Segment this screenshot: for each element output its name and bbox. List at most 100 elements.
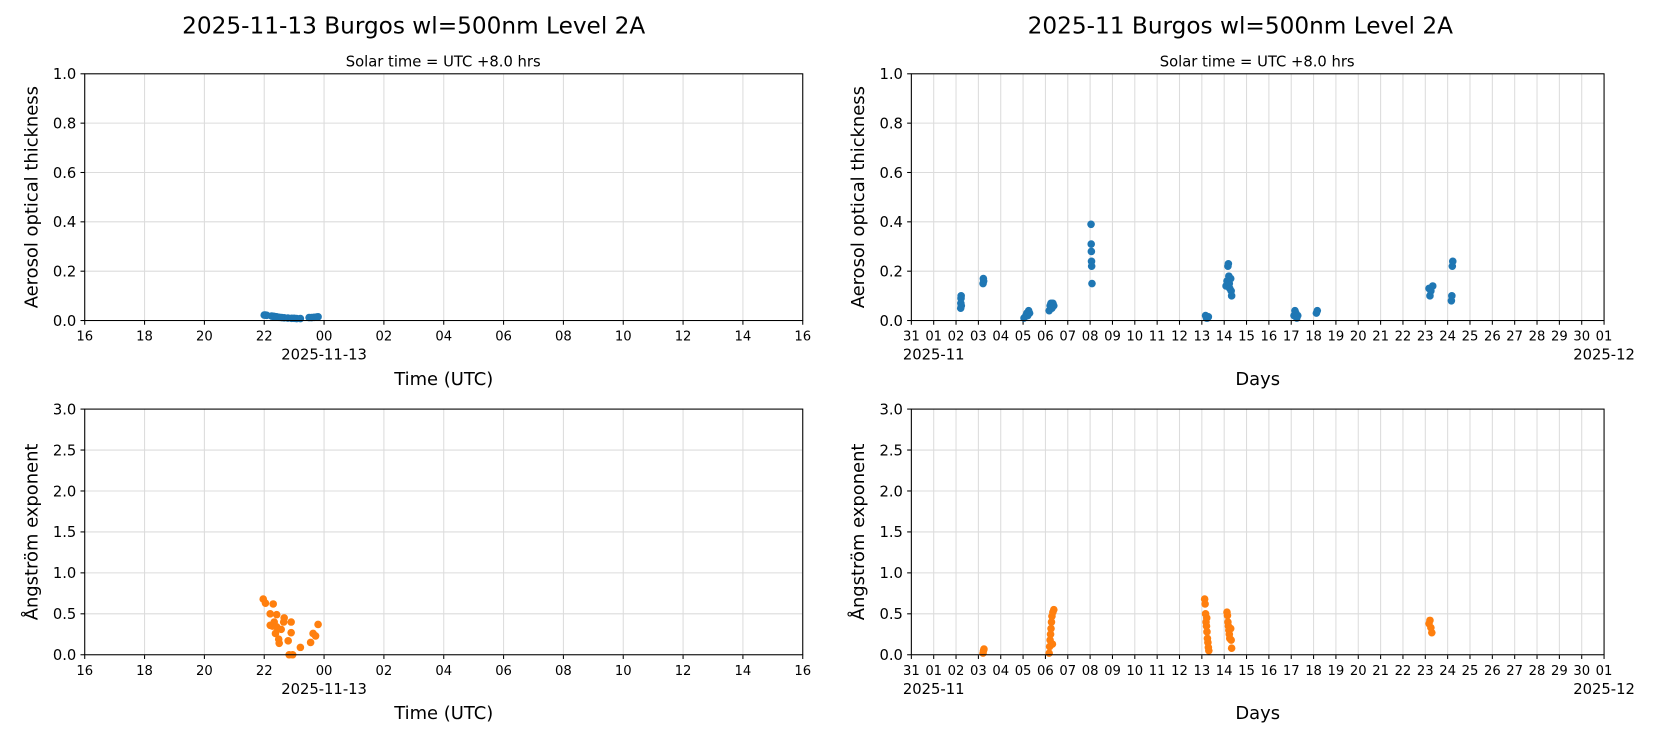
data-point [1050,301,1058,310]
y-tick-label: 2.5 [879,442,902,459]
subplot-0: 16 18 20 22 00 02 04 06 08 10 12 14 16 2025-11-13 0.0 0… [21,66,811,390]
y-tick-label: 0.8 [879,115,902,132]
data-point [277,625,285,634]
x-tick-label: 20 [1350,664,1367,679]
data-point [1204,313,1213,321]
data-point [1202,614,1211,622]
data-point [1087,240,1095,248]
data-point [287,618,295,626]
x-tick-label: 16 [794,330,811,345]
x-axis-label: Time (UTC) [393,369,493,390]
x-tick-label: 23 [1417,330,1434,345]
data-point [1047,618,1056,626]
x-month-end-label: 2025-12 [1573,347,1635,364]
x-tick-label: 29 [1551,664,1568,679]
y-tick-label: 0.2 [879,263,902,280]
y-tick-label: 0.8 [53,115,76,132]
x-tick-label: 01 [1596,330,1613,345]
x-tick-label: 09 [1104,330,1121,345]
data-point [314,313,322,321]
x-tick-label: 03 [970,664,987,679]
x-tick-label: 20 [1350,330,1367,345]
x-tick-label: 26 [1484,330,1501,345]
x-tick-label: 10 [615,330,632,345]
data-point [296,314,305,323]
x-tick-label: 29 [1551,330,1568,345]
y-tick-label: 0.0 [53,313,76,330]
data-point [1045,649,1053,657]
x-tick-label: 00 [316,664,333,679]
x-tick-label: 01 [925,664,942,679]
x-tick-label: 25 [1462,664,1479,679]
x-tick-label: 04 [992,664,1009,679]
x-tick-label: 22 [1395,330,1412,345]
x-tick-label: 16 [1261,330,1278,345]
data-point [1087,220,1095,229]
data-point [269,600,278,608]
x-tick-label: 11 [1149,330,1166,345]
y-tick-label: 1.0 [53,565,76,582]
data-point [1223,611,1232,620]
x-tick-label: 13 [1193,330,1210,345]
x-month-start-label: 2025-11 [903,681,965,698]
x-tick-label: 20 [196,664,213,679]
x-tick-label: 22 [1395,664,1412,679]
data-point [1428,282,1437,290]
data-point [275,639,283,648]
x-tick-label: 17 [1283,330,1300,345]
data-point [1201,600,1209,608]
x-tick-label: 02 [376,664,393,679]
data-point [1088,279,1096,288]
data-point [271,629,280,638]
x-axis-label: Days [1235,703,1280,724]
y-axis-label: Ångström exponent [20,444,42,621]
data-point [1226,274,1235,283]
data-point [1224,259,1233,268]
plot-frame [84,73,804,322]
x-tick-label: 06 [495,664,512,679]
y-tick-label: 3.0 [53,401,76,418]
data-point [1226,624,1235,633]
x-axis-label: Time (UTC) [393,703,493,724]
x-tick-label: 07 [1059,664,1076,679]
x-tick-label: 14 [735,330,752,345]
x-tick-label: 12 [1171,330,1188,345]
y-axis-label: Ångström exponent [847,444,869,621]
data-point [1048,640,1057,648]
y-tick-label: 0.6 [879,165,902,182]
data-point [284,637,292,645]
data-point [280,614,288,622]
data-point [980,645,988,653]
x-tick-label: 06 [495,330,512,345]
data-point [957,292,965,300]
x-tick-label: 27 [1506,664,1523,679]
data-point [266,610,275,618]
x-tick-label: 18 [1305,330,1322,345]
plot-frame [910,73,1605,322]
x-tick-label: 02 [948,664,965,679]
x-tick-label: 22 [256,330,273,345]
y-tick-label: 1.0 [879,565,902,582]
x-tick-label: 10 [615,664,632,679]
x-tick-label: 28 [1529,330,1546,345]
subplot-1: 31 01 02 03 04 05 06 07 08 09 10 11 12 13 14 15 16 17 18 19… [848,66,1635,390]
x-tick-label: 28 [1529,664,1546,679]
y-tick-label: 2.0 [53,483,76,500]
data-point [1227,644,1236,653]
x-tick-label: 08 [555,330,572,345]
x-tick-label: 15 [1238,330,1255,345]
y-tick-label: 0.2 [53,263,76,280]
y-tick-label: 0.6 [53,165,76,182]
data-point [1205,646,1213,655]
x-tick-label: 19 [1328,664,1345,679]
x-tick-label: 22 [256,664,273,679]
data-point [306,638,315,647]
x-tick-label: 31 [903,664,920,679]
x-tick-label: 01 [1596,664,1613,679]
y-tick-label: 1.5 [879,524,902,541]
x-tick-label: 20 [196,330,213,345]
y-tick-label: 1.0 [53,66,76,83]
y-tick-label: 2.5 [53,442,76,459]
x-tick-label: 06 [1037,664,1054,679]
